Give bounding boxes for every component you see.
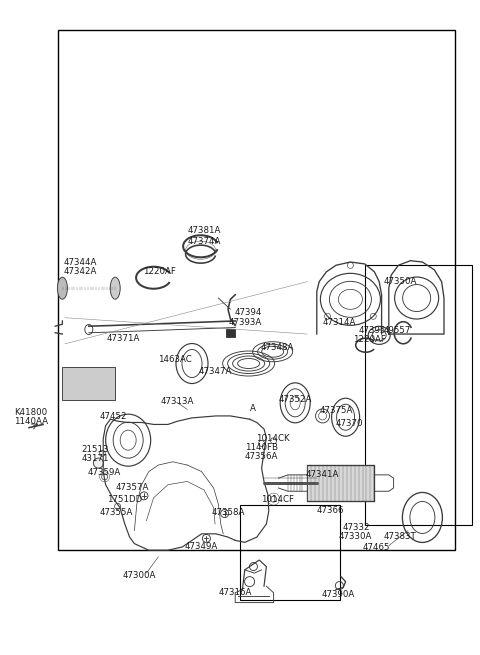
Text: 47359A: 47359A xyxy=(88,468,121,477)
Text: 47383T: 47383T xyxy=(384,532,417,541)
Text: 47316A: 47316A xyxy=(218,588,252,597)
Text: 1140AA: 1140AA xyxy=(14,417,48,426)
Text: 1014CK: 1014CK xyxy=(256,434,289,443)
Text: 47342A: 47342A xyxy=(64,267,97,276)
Text: 47452: 47452 xyxy=(100,412,127,421)
Text: 47381A: 47381A xyxy=(187,226,221,235)
Text: 47357A: 47357A xyxy=(115,483,149,493)
Text: 47358A: 47358A xyxy=(211,508,245,517)
Text: 47314A: 47314A xyxy=(323,318,356,327)
Text: 47355A: 47355A xyxy=(100,508,133,517)
Text: 47366: 47366 xyxy=(317,506,344,515)
Text: 47332: 47332 xyxy=(342,523,370,532)
Text: 47352A: 47352A xyxy=(278,395,312,404)
Text: 47348A: 47348A xyxy=(261,343,294,352)
Ellipse shape xyxy=(110,277,120,299)
Text: 1140FB: 1140FB xyxy=(245,443,278,452)
Text: 47347A: 47347A xyxy=(198,367,232,376)
Bar xyxy=(240,505,340,600)
Text: 47375A: 47375A xyxy=(319,405,353,415)
Text: K41800: K41800 xyxy=(14,408,48,417)
Text: A: A xyxy=(250,403,255,413)
Text: 1220AF: 1220AF xyxy=(143,267,176,276)
Text: 47374A: 47374A xyxy=(187,236,221,246)
Text: 47356A: 47356A xyxy=(245,452,278,461)
Text: 47395: 47395 xyxy=(359,326,386,335)
Text: 43171: 43171 xyxy=(82,454,109,463)
Text: 47465: 47465 xyxy=(362,543,390,552)
Text: 1751DD: 1751DD xyxy=(107,495,142,504)
Text: 21513: 21513 xyxy=(82,445,109,454)
Text: 1014CF: 1014CF xyxy=(261,495,294,504)
Text: 47349A: 47349A xyxy=(185,542,218,551)
Ellipse shape xyxy=(58,277,67,299)
Circle shape xyxy=(94,458,103,468)
Text: 47393A: 47393A xyxy=(228,318,262,327)
Text: 1463AC: 1463AC xyxy=(158,355,192,364)
Text: 47370: 47370 xyxy=(336,419,363,428)
Text: 47390A: 47390A xyxy=(322,590,355,599)
Text: 47300A: 47300A xyxy=(122,571,156,580)
Text: 47341A: 47341A xyxy=(306,470,339,479)
Text: 47313A: 47313A xyxy=(161,397,194,406)
Text: 47350A: 47350A xyxy=(384,277,418,286)
Text: 47330A: 47330A xyxy=(338,532,372,541)
Bar xyxy=(62,367,115,400)
Text: 47371A: 47371A xyxy=(107,334,140,343)
Bar xyxy=(365,265,472,525)
Bar xyxy=(226,329,235,337)
Bar xyxy=(307,465,374,501)
Text: 47394: 47394 xyxy=(234,308,262,317)
Text: 1220AF: 1220AF xyxy=(353,335,385,345)
Bar xyxy=(58,30,455,550)
Text: 47344A: 47344A xyxy=(64,258,97,267)
Text: 49557: 49557 xyxy=(384,326,411,335)
